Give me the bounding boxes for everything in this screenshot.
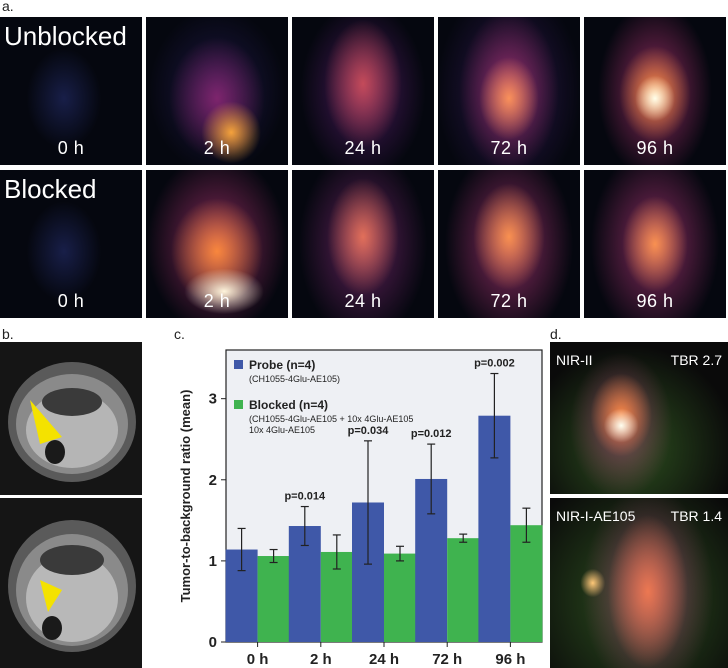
p-value-annotation: p=0.002 — [474, 358, 515, 370]
panel-a-label: a. — [2, 0, 14, 14]
time-label: 2 h — [203, 138, 231, 158]
time-label: 0 h — [57, 291, 85, 311]
tbr-bar-chart: 0 1 2 3 Tumor-to-background ratio (mean) 0 h 2… — [178, 349, 543, 668]
row-label-unblocked: Unblocked — [4, 21, 127, 51]
panel-d-label: d. — [550, 326, 562, 342]
panel-c-label: c. — [174, 326, 185, 342]
legend-sublabel: (CH1055-4Glu-AE105 + 10x 4Glu-AE105 — [249, 414, 413, 424]
time-label: 2 h — [203, 291, 231, 311]
image-unblocked-24h: 24 h — [292, 17, 434, 165]
image-blocked-2h: 2 h — [146, 170, 288, 318]
x-tick-label: 72 h — [432, 651, 462, 668]
nir-ii-image: NIR-II TBR 2.7 — [550, 342, 728, 494]
time-label: 0 h — [57, 138, 85, 158]
time-label: 72 h — [490, 138, 528, 158]
x-tick-label: 2 h — [310, 651, 332, 668]
x-tick-label: 96 h — [495, 651, 525, 668]
y-tick-label: 2 — [209, 472, 217, 489]
nir-i-tbr: TBR 1.4 — [670, 508, 722, 524]
image-blocked-0h: Blocked 0 h — [0, 170, 142, 318]
tumor-arrow-icon — [30, 400, 62, 444]
image-blocked-24h: 24 h — [292, 170, 434, 318]
nir-ii-label: NIR-II — [556, 352, 593, 368]
bar-blocked — [510, 525, 543, 642]
image-unblocked-0h: Unblocked 0 h — [0, 17, 142, 165]
image-unblocked-2h: 2 h — [146, 17, 288, 165]
bar-blocked — [447, 538, 480, 642]
time-label: 24 h — [344, 291, 382, 311]
time-label: 72 h — [490, 291, 528, 311]
bar-blocked — [384, 553, 416, 642]
tumor-arrow-icon — [40, 580, 62, 612]
x-tick-label: 24 h — [369, 651, 399, 668]
y-axis-label: Tumor-to-background ratio (mean) — [178, 390, 193, 603]
mri-image-bottom — [0, 498, 142, 668]
image-blocked-96h: 96 h — [584, 170, 726, 318]
nir-i-label: NIR-I-AE105 — [556, 508, 636, 524]
mri-image-top — [0, 342, 142, 495]
legend-label: Probe (n=4) — [249, 358, 315, 372]
nir-i-ae105-image: NIR-I-AE105 TBR 1.4 — [550, 498, 728, 668]
legend-sublabel: (CH1055-4Glu-AE105) — [249, 374, 340, 384]
x-tick-label: 0 h — [247, 651, 269, 668]
image-blocked-72h: 72 h — [438, 170, 580, 318]
nir-ii-tbr: TBR 2.7 — [670, 352, 722, 368]
p-value-annotation: p=0.014 — [284, 491, 326, 503]
y-tick-label: 1 — [209, 553, 217, 570]
image-unblocked-96h: 96 h — [584, 17, 726, 165]
time-label: 24 h — [344, 138, 382, 158]
p-value-annotation: p=0.034 — [348, 425, 390, 437]
time-label: 96 h — [636, 291, 674, 311]
y-tick-label: 3 — [209, 391, 217, 408]
image-unblocked-72h: 72 h — [438, 17, 580, 165]
panel-b-label: b. — [2, 326, 14, 342]
time-label: 96 h — [636, 138, 674, 158]
bar-blocked — [257, 556, 290, 642]
p-value-annotation: p=0.012 — [411, 428, 452, 440]
legend-swatch — [234, 360, 243, 369]
y-tick-label: 0 — [209, 634, 217, 651]
legend-sublabel: 10x 4Glu-AE105 — [249, 425, 315, 435]
legend-label: Blocked (n=4) — [249, 398, 328, 412]
row-label-blocked: Blocked — [4, 174, 97, 204]
legend-swatch — [234, 400, 243, 409]
